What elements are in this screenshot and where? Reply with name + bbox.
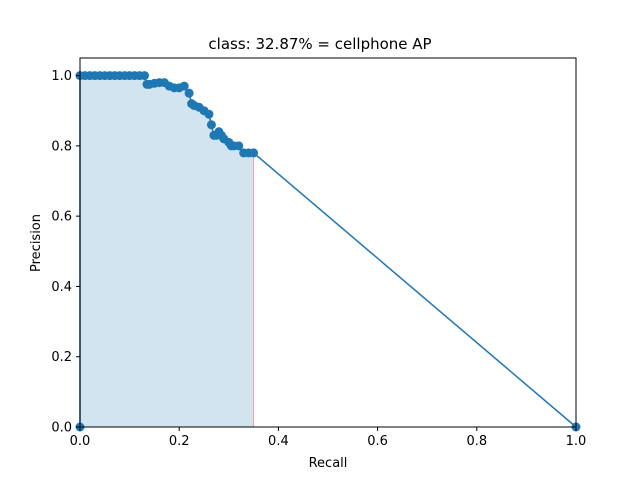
- data-point: [139, 71, 149, 81]
- y-tick-label: 0.2: [51, 350, 72, 365]
- y-tick-label: 0.0: [51, 421, 72, 436]
- data-point: [249, 148, 259, 158]
- data-point: [206, 120, 216, 130]
- x-tick-label: 0.4: [268, 434, 289, 449]
- x-tick-label: 0.0: [70, 434, 91, 449]
- data-point: [184, 88, 194, 98]
- y-tick-label: 1.0: [51, 69, 72, 84]
- x-tick-label: 0.6: [367, 434, 388, 449]
- y-tick-label: 0.4: [51, 280, 72, 295]
- x-axis-label: Recall: [309, 456, 348, 471]
- area-fill: [80, 75, 254, 428]
- data-point: [204, 109, 214, 119]
- y-axis-label: Precision: [29, 214, 44, 272]
- y-tick-label: 0.6: [51, 210, 72, 225]
- chart-title: class: 32.87% = cellphone AP: [208, 35, 431, 53]
- x-tick-label: 0.8: [466, 434, 487, 449]
- x-tick-label: 0.2: [169, 434, 190, 449]
- plot-frame: [79, 57, 577, 428]
- data-point: [179, 81, 189, 91]
- y-tick-label: 0.8: [51, 139, 72, 154]
- x-tick-label: 1.0: [566, 434, 587, 449]
- data-point: [234, 141, 244, 151]
